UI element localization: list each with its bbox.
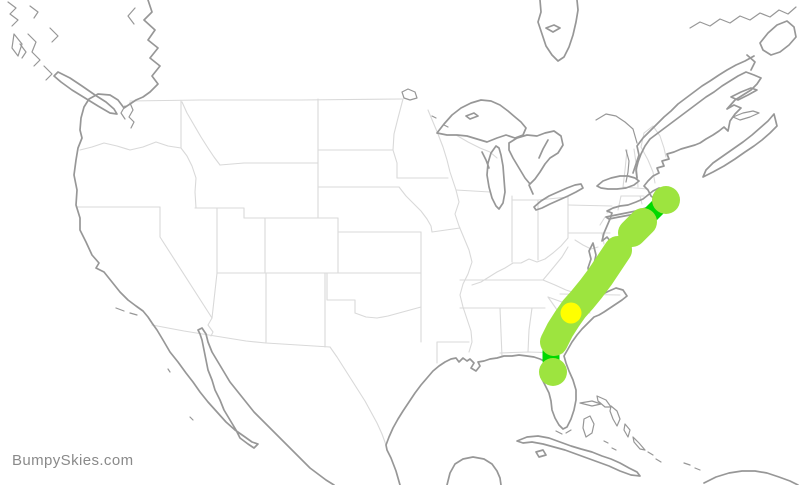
route-segment-light [618, 208, 657, 247]
lake-superior [436, 99, 527, 143]
lake-erie [528, 183, 584, 211]
yucatan [446, 456, 502, 485]
watermark: BumpySkies.com [12, 452, 134, 469]
us-canada-border [129, 98, 403, 102]
hispaniola [703, 470, 799, 485]
prince-edward-island [732, 110, 760, 121]
minnesota-lakes [431, 115, 449, 128]
anticosti-island [730, 87, 758, 101]
ottawa-river [595, 113, 638, 144]
cuba [516, 435, 641, 477]
route-segment-light [652, 186, 680, 214]
border-maine [640, 125, 667, 184]
gulf-atlantic-coast [385, 71, 762, 485]
pacific-coast-and-mexico [73, 0, 335, 485]
border-idaho [180, 100, 245, 219]
border-nv-az [211, 272, 218, 319]
border-id-mt [181, 101, 221, 166]
border-mn-west [392, 98, 404, 179]
mississippi-river-upper [427, 109, 457, 191]
channel-islands [115, 307, 194, 421]
border-ca-nv [159, 206, 213, 319]
ohio-river [471, 237, 569, 286]
florida-keys [555, 429, 572, 435]
lake-ontario [596, 175, 640, 190]
border-ms-al [499, 307, 503, 358]
border-wi-il [455, 189, 491, 193]
border-mt-wy [219, 162, 319, 166]
vancouver-island [53, 71, 118, 115]
james-bay [537, 0, 579, 62]
flight-route [539, 186, 680, 386]
lake-of-the-woods [401, 88, 418, 101]
border-ga-al [527, 307, 533, 353]
border-ny-vt [622, 149, 628, 188]
border-ca-az-river [207, 317, 214, 337]
lake-huron [508, 130, 564, 185]
border-nj-pa [599, 216, 606, 226]
nova-scotia [702, 113, 778, 178]
mississippi-river [454, 189, 473, 353]
lake-champlain [625, 149, 630, 183]
st-lawrence-north-bank [632, 55, 755, 174]
coastlines [7, 0, 799, 485]
bahamas [579, 395, 701, 471]
border-ia-mo [431, 227, 461, 233]
rio-grande [329, 346, 387, 446]
red-river [354, 306, 422, 319]
state-borders [75, 98, 667, 446]
us-mexico-border [151, 324, 331, 348]
labrador-coast [689, 6, 797, 29]
route-segment-light [540, 236, 632, 356]
border-la [436, 341, 470, 364]
puget-sound [120, 102, 135, 129]
border-wa-or [79, 141, 182, 151]
border-co-box [264, 217, 339, 274]
bc-islands [7, 1, 136, 81]
border-wi-mi-up [455, 134, 498, 159]
missouri-river [398, 186, 433, 233]
border-ct-ny [617, 195, 622, 211]
border-ky-va [542, 246, 569, 281]
route-segment-light [539, 358, 567, 386]
lake-michigan [481, 145, 506, 210]
border-ok-panhandle [326, 272, 356, 314]
newfoundland [746, 20, 797, 71]
route-segment-light_moderate [560, 302, 582, 324]
border-pa [567, 204, 613, 234]
